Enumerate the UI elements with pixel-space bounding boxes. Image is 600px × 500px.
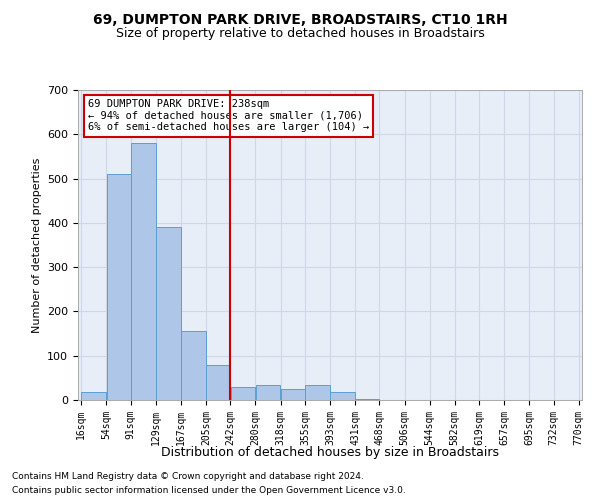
Bar bbox=[305, 384, 330, 400]
Text: 69 DUMPTON PARK DRIVE: 238sqm
← 94% of detached houses are smaller (1,706)
6% of: 69 DUMPTON PARK DRIVE: 238sqm ← 94% of d… bbox=[88, 100, 370, 132]
Bar bbox=[330, 392, 355, 400]
Bar bbox=[82, 392, 106, 400]
Bar bbox=[206, 364, 230, 400]
Text: Distribution of detached houses by size in Broadstairs: Distribution of detached houses by size … bbox=[161, 446, 499, 459]
Bar bbox=[107, 174, 131, 400]
Bar bbox=[281, 389, 305, 400]
Text: 69, DUMPTON PARK DRIVE, BROADSTAIRS, CT10 1RH: 69, DUMPTON PARK DRIVE, BROADSTAIRS, CT1… bbox=[92, 12, 508, 26]
Text: Contains public sector information licensed under the Open Government Licence v3: Contains public sector information licen… bbox=[12, 486, 406, 495]
Bar bbox=[131, 143, 155, 400]
Text: Size of property relative to detached houses in Broadstairs: Size of property relative to detached ho… bbox=[116, 28, 484, 40]
Y-axis label: Number of detached properties: Number of detached properties bbox=[32, 158, 41, 332]
Bar bbox=[256, 384, 280, 400]
Bar bbox=[355, 398, 379, 400]
Bar bbox=[181, 332, 206, 400]
Bar bbox=[230, 386, 255, 400]
Text: Contains HM Land Registry data © Crown copyright and database right 2024.: Contains HM Land Registry data © Crown c… bbox=[12, 472, 364, 481]
Bar bbox=[156, 228, 181, 400]
